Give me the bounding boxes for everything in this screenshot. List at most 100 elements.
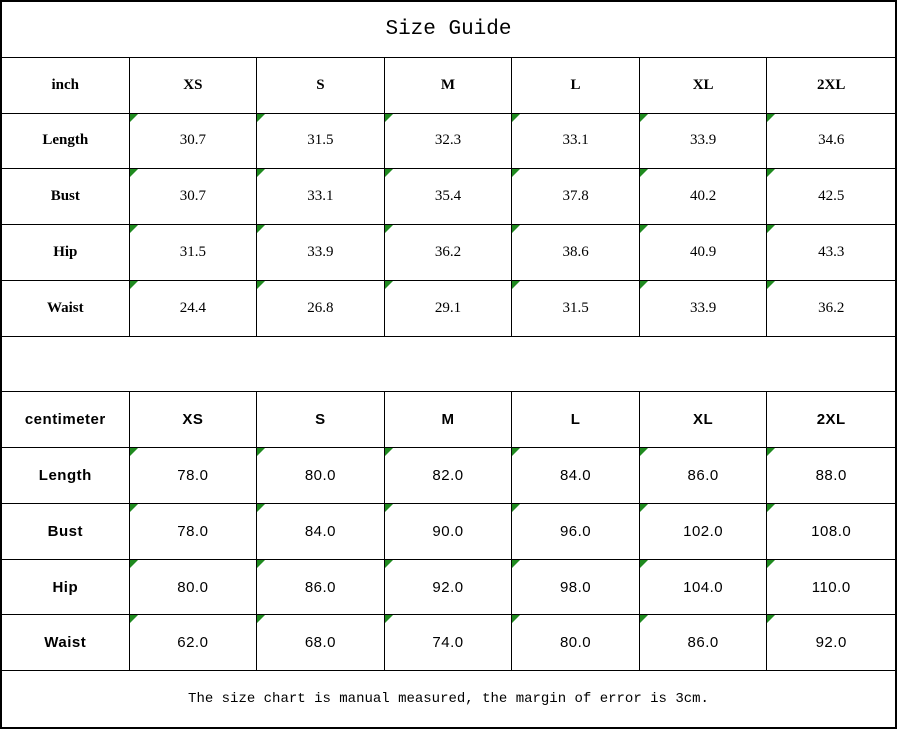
corner-flag-icon [384,503,393,512]
cm-bust-xs-cell: 78.0 [129,503,258,560]
inch-bust-xs-cell: 30.7 [129,169,258,226]
corner-flag-icon [384,225,393,234]
corner-flag-icon [384,559,393,568]
corner-flag-icon [767,503,776,512]
cell-value: 110.0 [811,578,851,596]
cell-value: 80.0 [177,578,209,596]
cm-length-xs-cell: 78.0 [129,448,258,504]
corner-flag-icon [384,169,393,178]
cell-value: 43.3 [818,243,845,260]
inch-hip-2xl-cell: 43.3 [767,225,895,281]
cell-value: 34.6 [818,132,845,149]
inch-size-header-s: S [257,57,385,114]
corner-flag-icon [639,503,648,512]
cm-hip-m-cell: 92.0 [384,559,513,616]
inch-hip-xl-cell: 40.9 [639,225,768,281]
inch-size-header-xl: XL [639,57,768,114]
inch-size-header-l: L [512,57,640,114]
cm-waist-2xl-cell: 92.0 [767,615,895,672]
cell-value: 78.0 [177,522,209,540]
cm-hip-xs-cell: 80.0 [129,559,258,616]
inch-size-header-xs: XS [129,57,258,114]
corner-flag-icon [639,448,648,457]
corner-flag-icon [129,559,138,568]
corner-flag-icon [767,615,776,624]
corner-flag-icon [639,280,648,289]
cell-value: 40.9 [690,243,717,260]
cell-value: 40.2 [690,188,717,205]
corner-flag-icon [512,503,521,512]
cell-value: 33.1 [307,188,334,205]
corner-flag-icon [384,113,393,122]
cell-value: 37.8 [562,188,589,205]
cell-value: 90.0 [432,522,464,540]
cell-value: 32.3 [434,132,462,149]
cm-waist-s-cell: 68.0 [257,615,385,672]
corner-flag-icon [129,448,138,457]
cell-value: 30.7 [179,132,206,149]
cm-size-header-xl: XL [639,392,768,449]
corner-flag-icon [257,225,266,234]
corner-flag-icon [512,169,521,178]
cm-hip-2xl-cell: 110.0 [767,559,895,616]
inch-hip-l-cell: 38.6 [512,225,640,281]
cm-length-s-cell: 80.0 [257,448,385,504]
page-title: Size Guide [2,2,895,58]
cm-bust-2xl-cell: 108.0 [767,503,895,560]
cm-waist-l-cell: 80.0 [512,615,640,672]
cm-waist-xl-cell: 86.0 [639,615,768,672]
cell-value: 98.0 [559,578,592,596]
cell-value: 33.9 [690,132,717,149]
corner-flag-icon [512,113,521,122]
cm-size-header-m: M [384,392,513,449]
inch-waist-xl-cell: 33.9 [639,280,768,337]
inch-row-label-hip: Hip [2,225,130,281]
cell-value: 80.0 [304,467,337,485]
cell-value: 36.2 [434,243,462,260]
corner-flag-icon [767,113,776,122]
inch-waist-m-cell: 29.1 [384,280,513,337]
cell-value: 26.8 [307,299,334,316]
inch-hip-s-cell: 33.9 [257,225,385,281]
corner-flag-icon [512,615,521,624]
corner-flag-icon [639,225,648,234]
corner-flag-icon [129,503,138,512]
cm-size-header-l: L [512,392,640,449]
inch-waist-2xl-cell: 36.2 [767,280,895,337]
cm-waist-xs-cell: 62.0 [129,615,258,672]
inch-bust-l-cell: 37.8 [512,169,640,226]
corner-flag-icon [512,225,521,234]
inch-waist-s-cell: 26.8 [257,280,385,337]
cell-value: 33.9 [307,243,334,260]
cell-value: 80.0 [559,634,592,652]
inch-row-label-length: Length [2,113,130,170]
corner-flag-icon [767,448,776,457]
cell-value: 31.5 [562,299,589,316]
cell-value: 30.7 [179,188,206,205]
corner-flag-icon [129,280,138,289]
cell-value: 104.0 [683,578,724,596]
inch-length-2xl-cell: 34.6 [767,113,895,170]
corner-flag-icon [129,225,138,234]
corner-flag-icon [512,448,521,457]
cm-bust-m-cell: 90.0 [384,503,513,560]
corner-flag-icon [257,113,266,122]
inch-hip-xs-cell: 31.5 [129,225,258,281]
corner-flag-icon [767,169,776,178]
cm-length-l-cell: 84.0 [512,448,640,504]
cm-size-header-s: S [257,392,385,449]
corner-flag-icon [129,169,138,178]
corner-flag-icon [767,559,776,568]
corner-flag-icon [767,280,776,289]
cm-length-xl-cell: 86.0 [639,448,768,504]
cell-value: 35.4 [434,188,462,205]
cell-value: 31.5 [307,132,334,149]
cm-row-label-waist: Waist [2,615,130,672]
corner-flag-icon [512,280,521,289]
cell-value: 96.0 [559,522,592,540]
inch-row-label-bust: Bust [2,169,130,226]
cell-value: 86.0 [687,634,719,652]
corner-flag-icon [129,113,138,122]
cell-value: 108.0 [811,522,852,540]
